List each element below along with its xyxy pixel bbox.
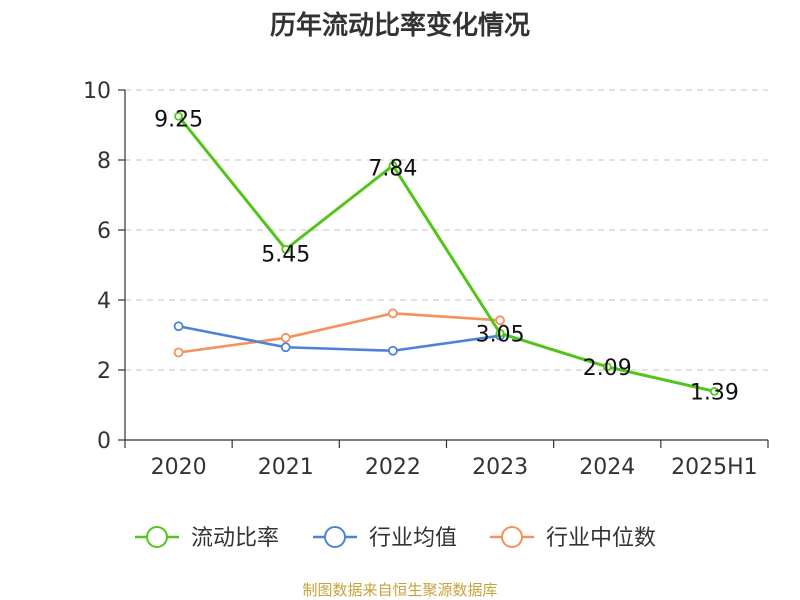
data-point <box>173 321 184 332</box>
legend-marker <box>146 526 168 548</box>
data-point <box>173 347 184 358</box>
data-point <box>388 161 398 171</box>
chart-title: 历年流动比率变化情况 <box>270 10 530 41</box>
axes: 0 2 4 6 8 10 2020 2021 2022 2023 2024 2025H1 <box>83 79 769 480</box>
data-point <box>710 386 719 396</box>
y-tick-label: 8 <box>97 149 111 174</box>
legend-marker <box>324 526 346 548</box>
legend-label: 行业均值 <box>369 526 457 551</box>
data-label: 3.05 <box>476 322 525 347</box>
legend-item-2: 行业均值 <box>313 526 457 551</box>
y-tick-label: 6 <box>97 219 111 244</box>
data-label: 7.84 <box>368 157 417 182</box>
x-tick-label: 2023 <box>472 455 528 480</box>
data-point <box>495 315 505 326</box>
data-point <box>280 332 291 343</box>
y-tick-label: 10 <box>83 79 111 104</box>
data-point <box>174 111 183 121</box>
x-tick-label: 2021 <box>258 455 314 480</box>
series-line-3 <box>178 311 501 354</box>
y-tick-label: 0 <box>97 429 111 454</box>
data-labels: 9.25 5.45 7.84 3.05 2.09 1.39 <box>154 107 739 405</box>
data-label: 1.39 <box>690 380 739 405</box>
legend-marker <box>501 526 523 548</box>
data-label: 2.09 <box>583 356 632 381</box>
data-point <box>602 362 612 372</box>
y-tick-label: 2 <box>97 359 111 384</box>
data-label: 9.25 <box>154 107 203 132</box>
data-point <box>281 244 291 254</box>
legend-label: 流动比率 <box>191 526 279 551</box>
data-label: 5.45 <box>261 242 310 267</box>
legend-item-3: 行业中位数 <box>490 526 656 551</box>
data-point <box>388 308 398 319</box>
data-point <box>495 328 505 338</box>
data-point <box>280 342 291 353</box>
x-tick-label: 2020 <box>151 455 207 480</box>
series-line-2 <box>178 324 501 353</box>
legend-item-1: 流动比率 <box>135 526 279 551</box>
grid-lines <box>125 89 768 371</box>
series-lines <box>173 111 719 396</box>
x-tick-label: 2025H1 <box>671 455 758 480</box>
data-point <box>388 345 398 356</box>
source-note: 制图数据来自恒生聚源数据库 <box>302 581 497 599</box>
legend: 流动比率 行业均值 行业中位数 <box>135 526 656 551</box>
series-line-1 <box>177 115 715 393</box>
legend-label: 行业中位数 <box>546 526 656 551</box>
x-tick-label: 2024 <box>579 455 635 480</box>
y-tick-label: 4 <box>97 289 111 314</box>
x-tick-label: 2022 <box>365 455 421 480</box>
